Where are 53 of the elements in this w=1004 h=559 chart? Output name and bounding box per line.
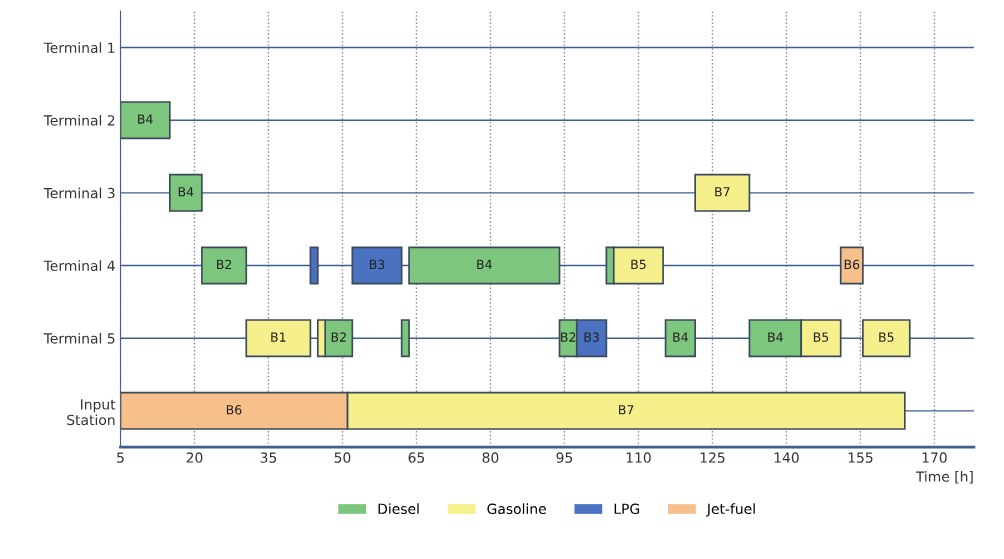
x-tick-label: 170 <box>922 452 947 463</box>
legend-label: Gasoline <box>487 503 546 515</box>
bar <box>201 246 248 285</box>
x-tick-label: 125 <box>700 452 725 463</box>
legend-label: Diesel <box>378 503 419 515</box>
x-tick-label: 140 <box>774 452 799 463</box>
legend-label: Jet-fuel <box>706 503 755 517</box>
data-label: B5 <box>631 259 646 270</box>
bar <box>839 246 864 285</box>
x-tick-label: 5 <box>117 452 124 463</box>
data-label: B1 <box>271 332 286 342</box>
bar <box>408 246 561 285</box>
bar <box>862 319 911 358</box>
bar <box>664 319 697 358</box>
data-label: B4 <box>138 114 153 124</box>
x-axis-title: Time [h] <box>915 471 973 484</box>
data-label: B3 <box>369 259 385 270</box>
bar <box>351 246 403 285</box>
bar <box>400 319 410 358</box>
data-label: B6 <box>844 259 860 270</box>
data-label: B4 <box>673 332 688 342</box>
y-tick-label: Input Station <box>67 399 116 426</box>
bar <box>168 173 203 212</box>
data-label: B2 <box>561 332 576 342</box>
data-label: B2 <box>331 332 346 342</box>
x-tick-label: 95 <box>556 452 573 463</box>
y-tick-label: Terminal 3 <box>43 187 115 199</box>
x-tick-label: 65 <box>408 452 425 463</box>
bar <box>245 319 312 358</box>
data-label: B4 <box>477 259 492 269</box>
data-label: B3 <box>584 332 599 342</box>
legend-label: LPG <box>614 503 640 515</box>
y-tick-label: Terminal 4 <box>43 260 115 271</box>
y-tick-label: Terminal 1 <box>43 42 115 53</box>
y-tick-label: Terminal 2 <box>43 114 115 126</box>
x-tick-label: 50 <box>334 452 351 463</box>
data-label: B6 <box>226 405 242 415</box>
x-tick-label: 35 <box>260 452 277 463</box>
x-tick-label: 155 <box>848 452 873 463</box>
data-label: B7 <box>715 187 730 197</box>
x-tick-label: 20 <box>186 452 203 463</box>
data-label: B2 <box>217 259 232 269</box>
y-tick-label: Terminal 5 <box>43 332 115 344</box>
x-tick-label: 80 <box>482 452 499 463</box>
data-label: B5 <box>879 332 894 342</box>
bar <box>694 173 751 212</box>
data-label: B5 <box>813 332 829 342</box>
data-label: B4 <box>768 332 783 342</box>
data-label: B4 <box>178 187 194 197</box>
data-label: B7 <box>619 405 634 415</box>
bar <box>309 246 319 285</box>
bar <box>120 101 171 140</box>
x-tick-label: 110 <box>626 452 651 463</box>
